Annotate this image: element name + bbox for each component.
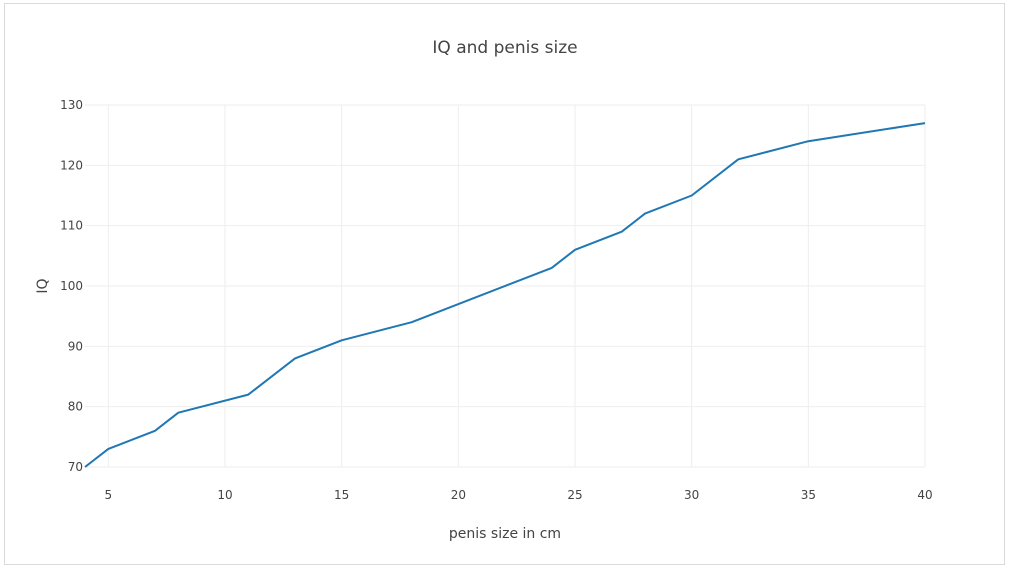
grid — [85, 104, 926, 468]
chart-frame — [4, 3, 1005, 565]
y-axis-title: IQ — [35, 278, 51, 293]
x-axis-title: penis size in cm — [449, 526, 561, 542]
x-tick-label: 20 — [451, 488, 466, 502]
y-tick-label: 80 — [68, 400, 83, 414]
x-tick-label: 15 — [334, 488, 349, 502]
series-line — [84, 122, 926, 468]
x-tick-label: 25 — [567, 488, 582, 502]
chart-title: IQ and penis size — [432, 38, 577, 58]
series-layer — [84, 122, 926, 468]
y-tick-label: 130 — [60, 98, 83, 112]
y-tick-label: 90 — [68, 339, 83, 353]
x-tick-label: 5 — [105, 488, 113, 502]
y-tick-label: 100 — [60, 279, 83, 293]
y-tick-label: 70 — [68, 460, 83, 474]
x-tick-label: 35 — [801, 488, 816, 502]
y-tick-label: 120 — [60, 158, 83, 172]
y-tick-label: 110 — [60, 219, 83, 233]
x-tick-label: 30 — [684, 488, 699, 502]
tick-labels: 70 80 90 100 110 120 130 5 10 15 20 25 30 35 40 — [60, 98, 933, 502]
x-tick-label: 40 — [917, 488, 932, 502]
x-tick-label: 10 — [217, 488, 232, 502]
